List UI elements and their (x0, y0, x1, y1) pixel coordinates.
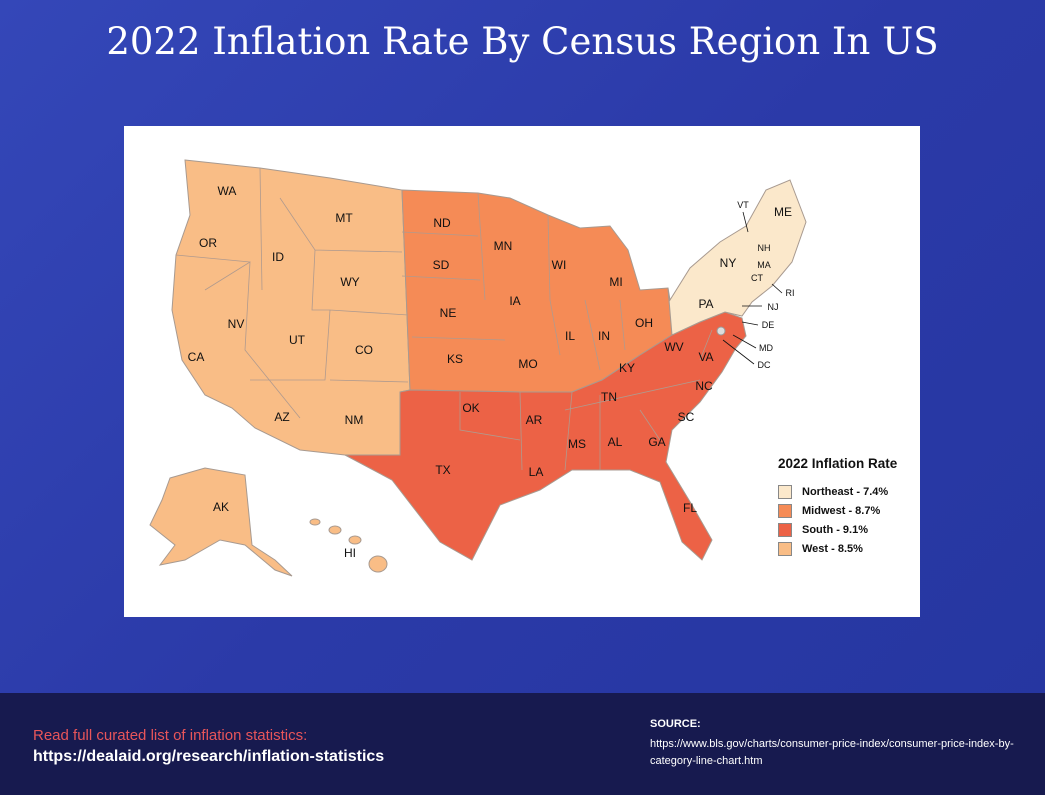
state-label-ak: AK (213, 500, 229, 514)
state-label-me: ME (774, 205, 792, 219)
state-label-ia: IA (509, 294, 520, 308)
state-label-wy: WY (340, 275, 359, 289)
state-label-id: ID (272, 250, 284, 264)
state-label-ms: MS (568, 437, 586, 451)
state-label-hi: HI (344, 546, 356, 560)
legend-swatch (778, 504, 792, 518)
state-label-ne: NE (440, 306, 457, 320)
state-label-mi: MI (609, 275, 622, 289)
state-label-de: DE (762, 320, 775, 330)
legend-item-south: South - 9.1% (778, 523, 897, 537)
state-label-ma: MA (757, 260, 771, 270)
footer: Read full curated list of inflation stat… (0, 693, 1045, 795)
state-label-sc: SC (678, 410, 695, 424)
cta-link[interactable]: https://dealaid.org/research/inflation-s… (33, 748, 385, 765)
state-label-ky: KY (619, 361, 635, 375)
state-label-mo: MO (518, 357, 537, 371)
state-label-wv: WV (664, 340, 683, 354)
state-label-tn: TN (601, 390, 617, 404)
state-label-la: LA (529, 465, 544, 479)
state-label-vt: VT (737, 200, 749, 210)
map-legend: 2022 Inflation Rate Northeast - 7.4% Mid… (778, 456, 897, 561)
state-label-co: CO (355, 343, 373, 357)
state-label-nc: NC (695, 379, 713, 393)
legend-swatch (778, 485, 792, 499)
state-label-ok: OK (462, 401, 479, 415)
state-label-ga: GA (648, 435, 665, 449)
state-label-dc: DC (758, 360, 771, 370)
state-label-mt: MT (335, 211, 353, 225)
us-map: WA OR CA ID NV MT WY UT CO AZ NM AK HI N… (124, 126, 920, 617)
state-label-mn: MN (494, 239, 513, 253)
hawaii-shape (309, 518, 388, 573)
state-label-fl: FL (683, 501, 697, 515)
callout-lines (722, 211, 783, 365)
legend-title: 2022 Inflation Rate (778, 456, 898, 471)
page-title: 2022 Inflation Rate By Census Region In … (106, 20, 939, 63)
state-label-sd: SD (433, 258, 450, 272)
state-label-al: AL (608, 435, 623, 449)
state-label-md: MD (759, 343, 773, 353)
state-label-ca: CA (188, 350, 205, 364)
state-label-nm: NM (345, 413, 364, 427)
region-northeast (667, 179, 807, 336)
state-label-ut: UT (289, 333, 306, 347)
state-label-il: IL (565, 329, 575, 343)
legend-swatch (778, 542, 792, 556)
state-labels: WA OR CA ID NV MT WY UT CO AZ NM AK HI N… (188, 184, 795, 560)
legend-label: West - 8.5% (802, 543, 863, 555)
state-label-nd: ND (433, 216, 451, 230)
state-label-in: IN (598, 329, 610, 343)
state-label-nj: NJ (768, 302, 779, 312)
state-label-ny: NY (720, 256, 737, 270)
state-label-tx: TX (435, 463, 450, 477)
legend-label: South - 9.1% (802, 524, 869, 536)
alaska-shape (149, 467, 293, 577)
region-west (171, 159, 411, 456)
legend-item-northeast: Northeast - 7.4% (778, 485, 897, 499)
state-label-oh: OH (635, 316, 653, 330)
legend-label: Midwest - 8.7% (802, 505, 881, 517)
state-label-ri: RI (786, 288, 795, 298)
state-label-ct: CT (751, 273, 763, 283)
legend-item-midwest: Midwest - 8.7% (778, 504, 897, 518)
state-label-pa: PA (698, 297, 713, 311)
source-heading: SOURCE: (650, 718, 701, 730)
map-svg: WA OR CA ID NV MT WY UT CO AZ NM AK HI N… (149, 159, 807, 577)
cta-text: Read full curated list of inflation stat… (33, 727, 308, 744)
state-label-wi: WI (552, 258, 567, 272)
legend-swatch (778, 523, 792, 537)
state-label-or: OR (199, 236, 217, 250)
state-borders (175, 167, 713, 471)
state-label-nh: NH (758, 243, 771, 253)
source-link[interactable]: https://www.bls.gov/charts/consumer-pric… (650, 738, 1014, 767)
state-label-wa: WA (218, 184, 237, 198)
state-label-va: VA (698, 350, 713, 364)
legend-item-west: West - 8.5% (778, 542, 897, 556)
state-label-az: AZ (274, 410, 289, 424)
dc-marker (716, 326, 726, 336)
state-label-nv: NV (228, 317, 245, 331)
state-label-ks: KS (447, 352, 463, 366)
state-label-ar: AR (526, 413, 543, 427)
legend-label: Northeast - 7.4% (802, 486, 889, 498)
